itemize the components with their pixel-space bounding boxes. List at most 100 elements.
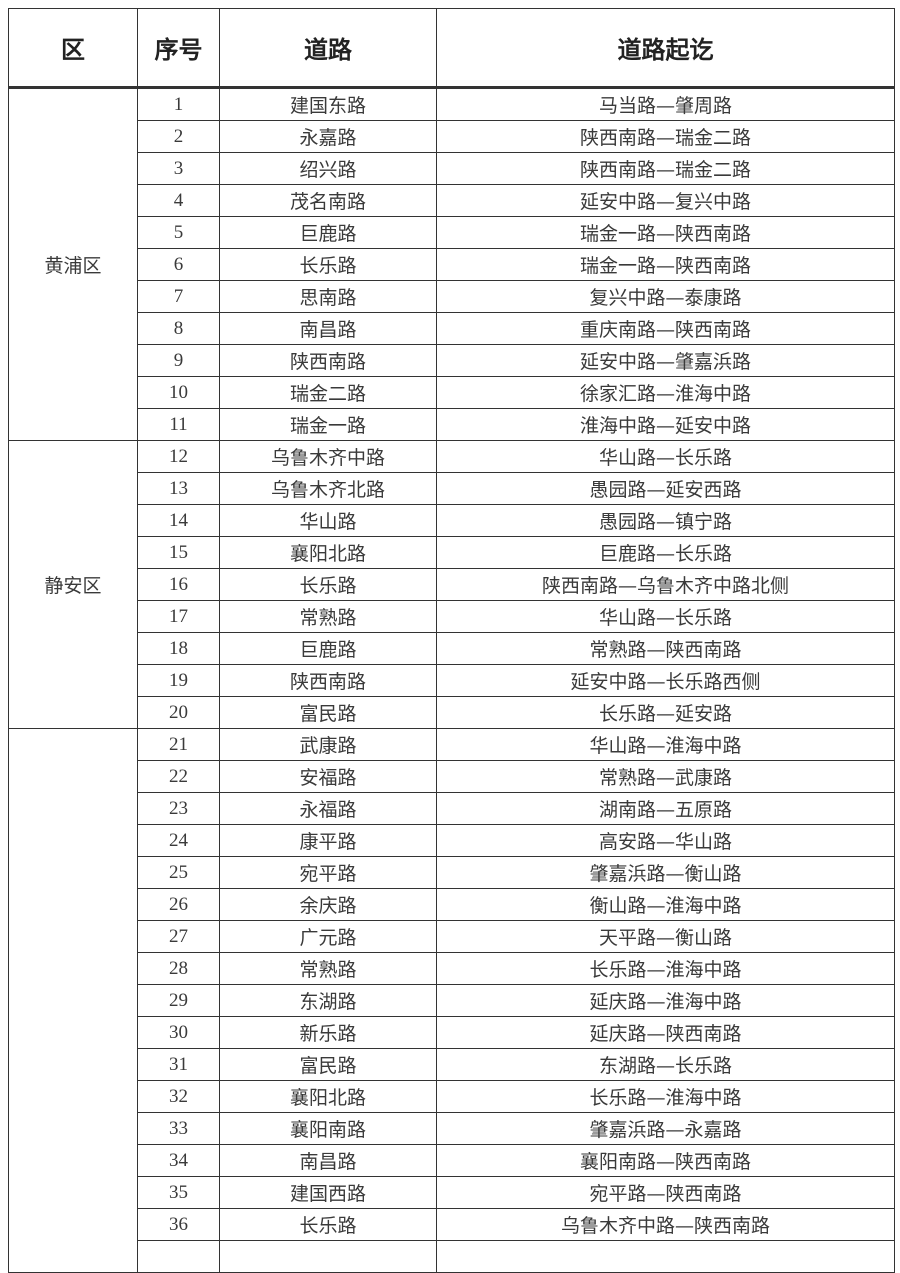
road-range-cell: 宛平路—陕西南路 <box>436 1176 895 1209</box>
empty-cell <box>219 1240 437 1273</box>
road-cell: 武康路 <box>219 728 437 761</box>
road-cell: 长乐路 <box>219 248 437 281</box>
road-cell: 东湖路 <box>219 984 437 1017</box>
index-cell: 10 <box>137 376 220 409</box>
table-row: 30 新乐路 延庆路—陕西南路 <box>9 1016 895 1049</box>
road-range-cell: 马当路—肇周路 <box>436 87 895 121</box>
road-range-cell: 乌鲁木齐中路—陕西南路 <box>436 1208 895 1241</box>
road-cell: 建国东路 <box>219 87 437 121</box>
road-cell: 陕西南路 <box>219 344 437 377</box>
index-cell: 29 <box>137 984 220 1017</box>
table-row: 6 长乐路 瑞金一路—陕西南路 <box>9 248 895 281</box>
table-row: 16 长乐路 陕西南路—乌鲁木齐中路北侧 <box>9 568 895 601</box>
table-row: 20 富民路 长乐路—延安路 <box>9 696 895 729</box>
road-cell: 富民路 <box>219 1048 437 1081</box>
index-cell: 12 <box>137 440 220 473</box>
index-cell: 24 <box>137 824 220 857</box>
index-cell: 15 <box>137 536 220 569</box>
table-row: 32 襄阳北路 长乐路—淮海中路 <box>9 1080 895 1113</box>
road-cell: 华山路 <box>219 504 437 537</box>
road-range-cell: 长乐路—延安路 <box>436 696 895 729</box>
road-cell: 安福路 <box>219 760 437 793</box>
road-range-cell: 重庆南路—陕西南路 <box>436 312 895 345</box>
road-range-cell: 长乐路—淮海中路 <box>436 952 895 985</box>
road-cell: 巨鹿路 <box>219 216 437 249</box>
table-row: 5 巨鹿路 瑞金一路—陕西南路 <box>9 216 895 249</box>
road-cell: 南昌路 <box>219 312 437 345</box>
table-row: 14 华山路 愚园路—镇宁路 <box>9 504 895 537</box>
table-row: 25 宛平路 肇嘉浜路—衡山路 <box>9 856 895 889</box>
road-cell: 建国西路 <box>219 1176 437 1209</box>
road-range-cell: 常熟路—陕西南路 <box>436 632 895 665</box>
road-cell: 宛平路 <box>219 856 437 889</box>
road-cell: 常熟路 <box>219 600 437 633</box>
index-cell: 3 <box>137 152 220 185</box>
road-range-cell: 陕西南路—瑞金二路 <box>436 152 895 185</box>
road-range-cell: 延庆路—淮海中路 <box>436 984 895 1017</box>
table-row: 22 安福路 常熟路—武康路 <box>9 760 895 793</box>
road-cell: 绍兴路 <box>219 152 437 185</box>
road-cell: 襄阳北路 <box>219 536 437 569</box>
empty-cell <box>436 1240 895 1273</box>
road-cell: 瑞金二路 <box>219 376 437 409</box>
district-cell: 静安区 <box>8 440 138 729</box>
road-range-cell: 肇嘉浜路—衡山路 <box>436 856 895 889</box>
road-range-cell: 瑞金一路—陕西南路 <box>436 216 895 249</box>
road-range-cell: 常熟路—武康路 <box>436 760 895 793</box>
index-cell: 27 <box>137 920 220 953</box>
index-cell: 32 <box>137 1080 220 1113</box>
table-row: 静安区 12 乌鲁木齐中路 华山路—长乐路 <box>8 440 895 729</box>
road-range-cell: 东湖路—长乐路 <box>436 1048 895 1081</box>
table-row: 18 巨鹿路 常熟路—陕西南路 <box>9 632 895 665</box>
table-row: 34 南昌路 襄阳南路—陕西南路 <box>9 1144 895 1177</box>
road-range-cell: 天平路—衡山路 <box>436 920 895 953</box>
road-range-cell: 陕西南路—瑞金二路 <box>436 120 895 153</box>
road-range-cell: 复兴中路—泰康路 <box>436 280 895 313</box>
index-cell: 14 <box>137 504 220 537</box>
index-cell: 33 <box>137 1112 220 1145</box>
index-cell: 22 <box>137 760 220 793</box>
road-cell: 襄阳北路 <box>219 1080 437 1113</box>
table-row: 24 康平路 高安路—华山路 <box>9 824 895 857</box>
road-range-cell: 延安中路—肇嘉浜路 <box>436 344 895 377</box>
index-cell: 1 <box>137 87 220 121</box>
index-cell: 2 <box>137 120 220 153</box>
road-cell: 陕西南路 <box>219 664 437 697</box>
road-range-cell: 长乐路—淮海中路 <box>436 1080 895 1113</box>
table-row: 2 永嘉路 陕西南路—瑞金二路 <box>9 120 895 153</box>
district-cell: 黄浦区 <box>8 87 138 441</box>
district-cell <box>8 728 138 1273</box>
index-cell: 9 <box>137 344 220 377</box>
road-range-cell: 徐家汇路—淮海中路 <box>436 376 895 409</box>
road-cell: 永嘉路 <box>219 120 437 153</box>
index-cell: 7 <box>137 280 220 313</box>
road-range-cell: 华山路—长乐路 <box>436 440 895 473</box>
table-row: 31 富民路 东湖路—长乐路 <box>9 1048 895 1081</box>
index-cell: 13 <box>137 472 220 505</box>
table-row-cut-off <box>9 1240 895 1273</box>
table-row: 黄浦区 1 建国东路 马当路—肇周路 <box>8 87 895 441</box>
table-row: 15 襄阳北路 巨鹿路—长乐路 <box>9 536 895 569</box>
road-cell: 广元路 <box>219 920 437 953</box>
table-row: 26 余庆路 衡山路—淮海中路 <box>9 888 895 921</box>
table-row: 35 建国西路 宛平路—陕西南路 <box>9 1176 895 1209</box>
empty-cell <box>137 1240 220 1273</box>
table-row: 17 常熟路 华山路—长乐路 <box>9 600 895 633</box>
road-range-cell: 延庆路—陕西南路 <box>436 1016 895 1049</box>
index-cell: 6 <box>137 248 220 281</box>
road-range-cell: 愚园路—镇宁路 <box>436 504 895 537</box>
road-range-cell: 延安中路—长乐路西侧 <box>436 664 895 697</box>
road-cell: 思南路 <box>219 280 437 313</box>
index-cell: 4 <box>137 184 220 217</box>
table-row: 8 南昌路 重庆南路—陕西南路 <box>9 312 895 345</box>
header-index: 序号 <box>137 8 220 88</box>
index-cell: 21 <box>137 728 220 761</box>
road-cell: 康平路 <box>219 824 437 857</box>
road-range-cell: 湖南路—五原路 <box>436 792 895 825</box>
table-row: 11 瑞金一路 淮海中路—延安中路 <box>9 408 895 441</box>
index-cell: 35 <box>137 1176 220 1209</box>
table-row: 9 陕西南路 延安中路—肇嘉浜路 <box>9 344 895 377</box>
table-row: 4 茂名南路 延安中路—复兴中路 <box>9 184 895 217</box>
header-road: 道路 <box>219 8 437 88</box>
table-row: 33 襄阳南路 肇嘉浜路—永嘉路 <box>9 1112 895 1145</box>
